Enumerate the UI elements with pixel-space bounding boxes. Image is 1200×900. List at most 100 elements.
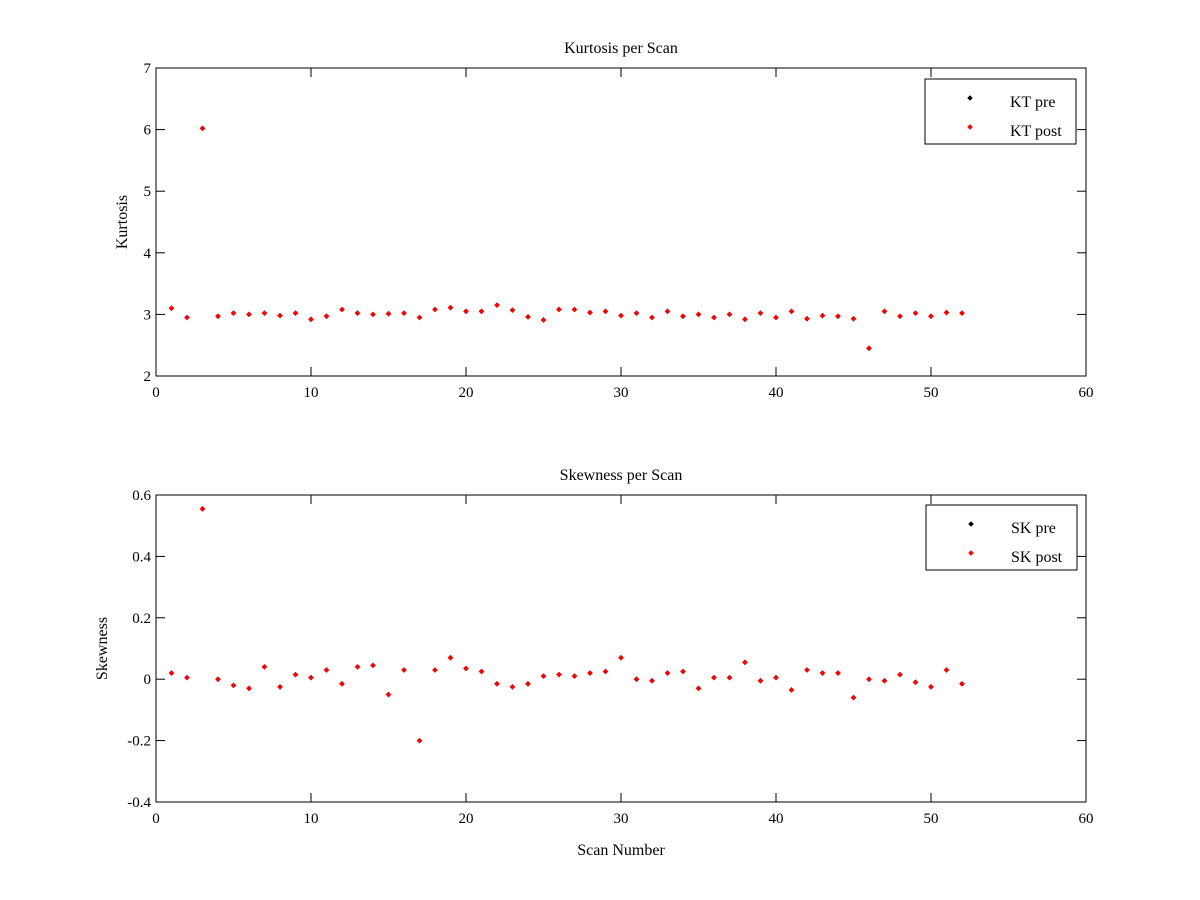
data-point [726,311,733,318]
data-point [788,687,795,693]
data-point [928,684,934,690]
data-point [277,312,283,319]
legend-label: KT pre [1010,94,1055,111]
data-point [401,310,407,316]
data-point [323,313,330,320]
data-point [308,674,314,681]
data-point [494,302,500,308]
data-point [912,679,919,686]
legend-box [924,78,1077,145]
data-point [370,662,376,669]
data-point [835,670,841,676]
y-tick-label: 6 [144,123,152,139]
data-point [695,685,702,692]
data-point [385,311,392,317]
legend: SK pre SK post [925,504,1078,571]
y-tick-label: -0.2 [127,734,151,750]
legend-label: SK pre [1011,520,1056,537]
data-point [478,308,485,315]
y-tick-label: 3 [144,307,152,323]
data-point [571,673,578,679]
data-point [230,682,237,689]
data-point [835,313,841,320]
x-axis-label: Scan Number [577,842,665,859]
data-point [478,668,485,675]
data-point [742,659,748,666]
data-point [881,308,888,315]
data-point [773,674,779,681]
x-tick-label: 40 [769,385,784,401]
y-tick-label: -0.4 [127,795,151,811]
data-point [866,676,872,682]
data-point [943,667,950,673]
data-point [649,314,655,321]
data-point [680,313,686,320]
data-point [432,306,438,313]
data-point [199,506,206,512]
data-point [463,308,469,315]
y-axis-label: Kurtosis [114,195,131,249]
data-point [308,316,314,323]
legend: KT pre KT post [924,78,1077,145]
x-tick-label: 60 [1079,811,1094,827]
data-point [525,681,531,687]
series-post [168,506,965,744]
y-tick-label: 7 [144,61,152,77]
data-point [649,677,655,684]
data-point [385,691,392,698]
x-tick-label: 20 [459,385,474,401]
data-point [540,673,547,679]
x-tick-label: 0 [152,385,160,401]
data-point [943,309,950,316]
x-tick-label: 30 [614,811,629,827]
data-point [261,310,268,316]
data-point [726,674,733,681]
data-point [664,308,671,315]
data-point [897,671,903,678]
data-point [850,694,857,701]
plots-container: 0 10 20 30 40 50 60 2 3 4 5 6 7 Kurtosis per Scan Kurt… [94,40,1094,859]
data-point [540,317,547,323]
y-tick-label: 5 [144,184,152,200]
data-point [447,304,454,311]
y-axis-label: Skewness [94,617,111,680]
data-point [339,681,345,687]
data-point [742,316,748,323]
chart-title: Skewness per Scan [560,467,683,484]
data-point [959,310,965,316]
series-post [168,125,965,352]
y-tick-label: 0.2 [132,611,151,627]
data-point [168,305,175,312]
data-point [587,309,593,316]
data-point [370,311,376,318]
data-point [912,310,919,316]
data-point [277,684,283,690]
legend-marker [967,95,973,101]
data-point [292,671,299,678]
x-tick-label: 50 [924,811,939,827]
x-tick-label: 30 [614,385,629,401]
data-point [633,310,640,316]
x-tick-label: 10 [304,385,319,401]
data-point [711,674,717,681]
data-point [184,314,190,321]
data-point [897,313,903,320]
data-point [556,306,562,313]
data-point [556,671,562,678]
data-point [757,677,764,684]
data-point [199,125,206,132]
legend-marker [967,124,973,130]
data-point [184,674,190,681]
data-point [633,676,640,682]
x-tick-label: 40 [769,811,784,827]
subplot-1: 0 10 20 30 40 50 60 2 3 4 5 6 7 Kurtosis per Scan Kurt… [114,40,1094,401]
legend-label: SK post [1011,549,1063,566]
data-point [323,667,330,673]
y-tick-label: 4 [144,246,152,262]
data-point [215,676,221,682]
data-point [928,313,934,320]
y-tick-label: 0.6 [132,488,151,504]
data-point [354,310,361,316]
